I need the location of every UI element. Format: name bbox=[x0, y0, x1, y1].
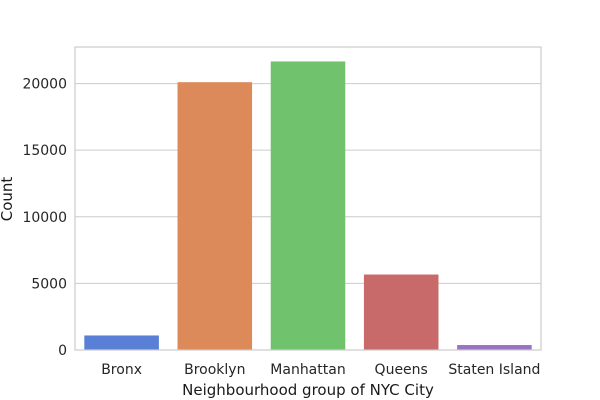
bars bbox=[84, 61, 532, 351]
y-tick-label: 10000 bbox=[22, 210, 67, 226]
x-axis-label: Neighbourhood group of NYC City bbox=[182, 381, 434, 399]
bar-queens bbox=[363, 274, 439, 350]
y-tick-label: 15000 bbox=[22, 143, 67, 159]
bar-brooklyn bbox=[177, 82, 253, 350]
x-tick-label: Queens bbox=[375, 362, 428, 378]
bar-staten-island bbox=[457, 345, 532, 350]
x-tick-label: Bronx bbox=[101, 362, 142, 378]
bar-bronx bbox=[84, 335, 159, 350]
x-tick-label: Staten Island bbox=[448, 362, 540, 378]
plot-frame bbox=[74, 46, 542, 351]
x-tick-label: Manhattan bbox=[270, 362, 345, 378]
bar-manhattan bbox=[270, 61, 346, 351]
y-axis-label: Count bbox=[0, 177, 16, 222]
y-tick-label: 20000 bbox=[22, 77, 67, 93]
y-tick-labels: 0 5000 10000 15000 20000 bbox=[22, 77, 67, 359]
x-tick-labels: Bronx Brooklyn Manhattan Queens Staten Islan… bbox=[101, 362, 540, 378]
x-tick-label: Brooklyn bbox=[184, 362, 245, 378]
y-tick-label: 0 bbox=[58, 343, 67, 359]
y-tick-label: 5000 bbox=[31, 276, 67, 292]
